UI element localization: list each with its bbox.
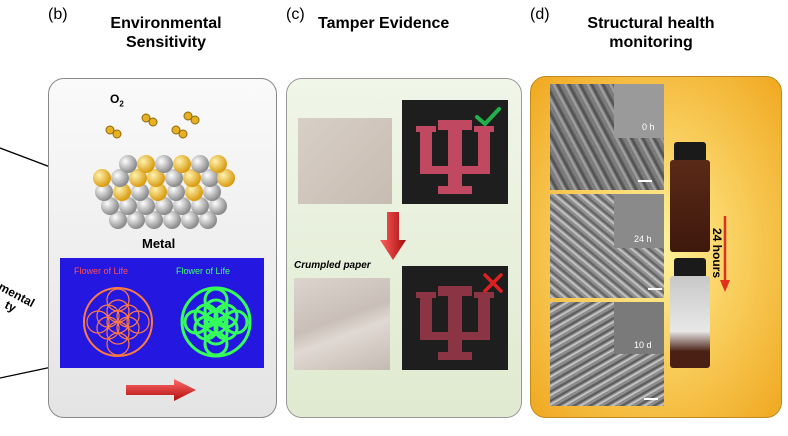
crumpled-paper-label: Crumpled paper	[294, 260, 371, 271]
time-label-10d: 10 d	[634, 340, 652, 350]
oxygen-molecules	[105, 111, 200, 139]
o2-label-sub: 2	[119, 99, 124, 109]
sem-image-10d: 10 d	[550, 302, 664, 406]
red-down-arrow	[380, 212, 406, 260]
metal-lattice	[93, 155, 235, 229]
panel-b-title-line-1: Environmental	[110, 15, 222, 32]
panel-b-title-line-2: Sensitivity	[125, 34, 207, 51]
flower-left-label: Flower of Life	[74, 266, 129, 276]
sem-inset-10d	[614, 302, 664, 354]
flower-right-label: Flower of Life	[176, 266, 231, 276]
time-label-24h: 24 h	[634, 234, 652, 244]
cross-icon	[483, 273, 503, 293]
sem-image-24h: 24 h	[550, 194, 664, 298]
emblem-symbol	[416, 120, 494, 194]
vial-after	[670, 258, 710, 368]
scale-bar	[648, 288, 662, 290]
red-down-thin-arrow	[720, 216, 730, 292]
flat-paper-image	[298, 118, 392, 204]
emblem-symbol-faded	[416, 286, 494, 360]
panel-c-title: Tamper Evidence	[318, 15, 450, 32]
sem-inset-0h	[614, 84, 664, 138]
scale-bar	[644, 398, 658, 400]
metal-label: Metal	[142, 236, 176, 251]
panel-d-label: (d)	[530, 6, 550, 23]
flower-patterns	[83, 286, 252, 358]
sem-inset-24h	[614, 194, 664, 248]
time-label-0h: 0 h	[642, 122, 655, 132]
panel-d-title-line-2: monitoring	[609, 34, 693, 51]
panel-d-title-line-1: Structural health	[587, 15, 715, 32]
emblem-image-valid	[402, 100, 508, 204]
panel-b-title: Environmental Sensitivity	[96, 14, 236, 52]
red-right-arrow	[126, 379, 196, 401]
vial-before	[670, 142, 710, 252]
crumpled-paper-image	[294, 278, 390, 370]
o2-label: O2	[110, 92, 124, 108]
panel-c-label: (c)	[286, 6, 305, 23]
sem-image-0h: 0 h	[550, 84, 664, 190]
emblem-image-tampered	[402, 266, 508, 370]
panel-d-title: Structural health monitoring	[566, 14, 736, 52]
scale-bar	[638, 180, 652, 182]
o2-label-main: O	[110, 92, 120, 106]
checkmark-icon	[475, 107, 501, 126]
panel-b-label: (b)	[48, 6, 68, 23]
flower-of-life-image: Flower of Life Flower of Life	[60, 258, 264, 368]
